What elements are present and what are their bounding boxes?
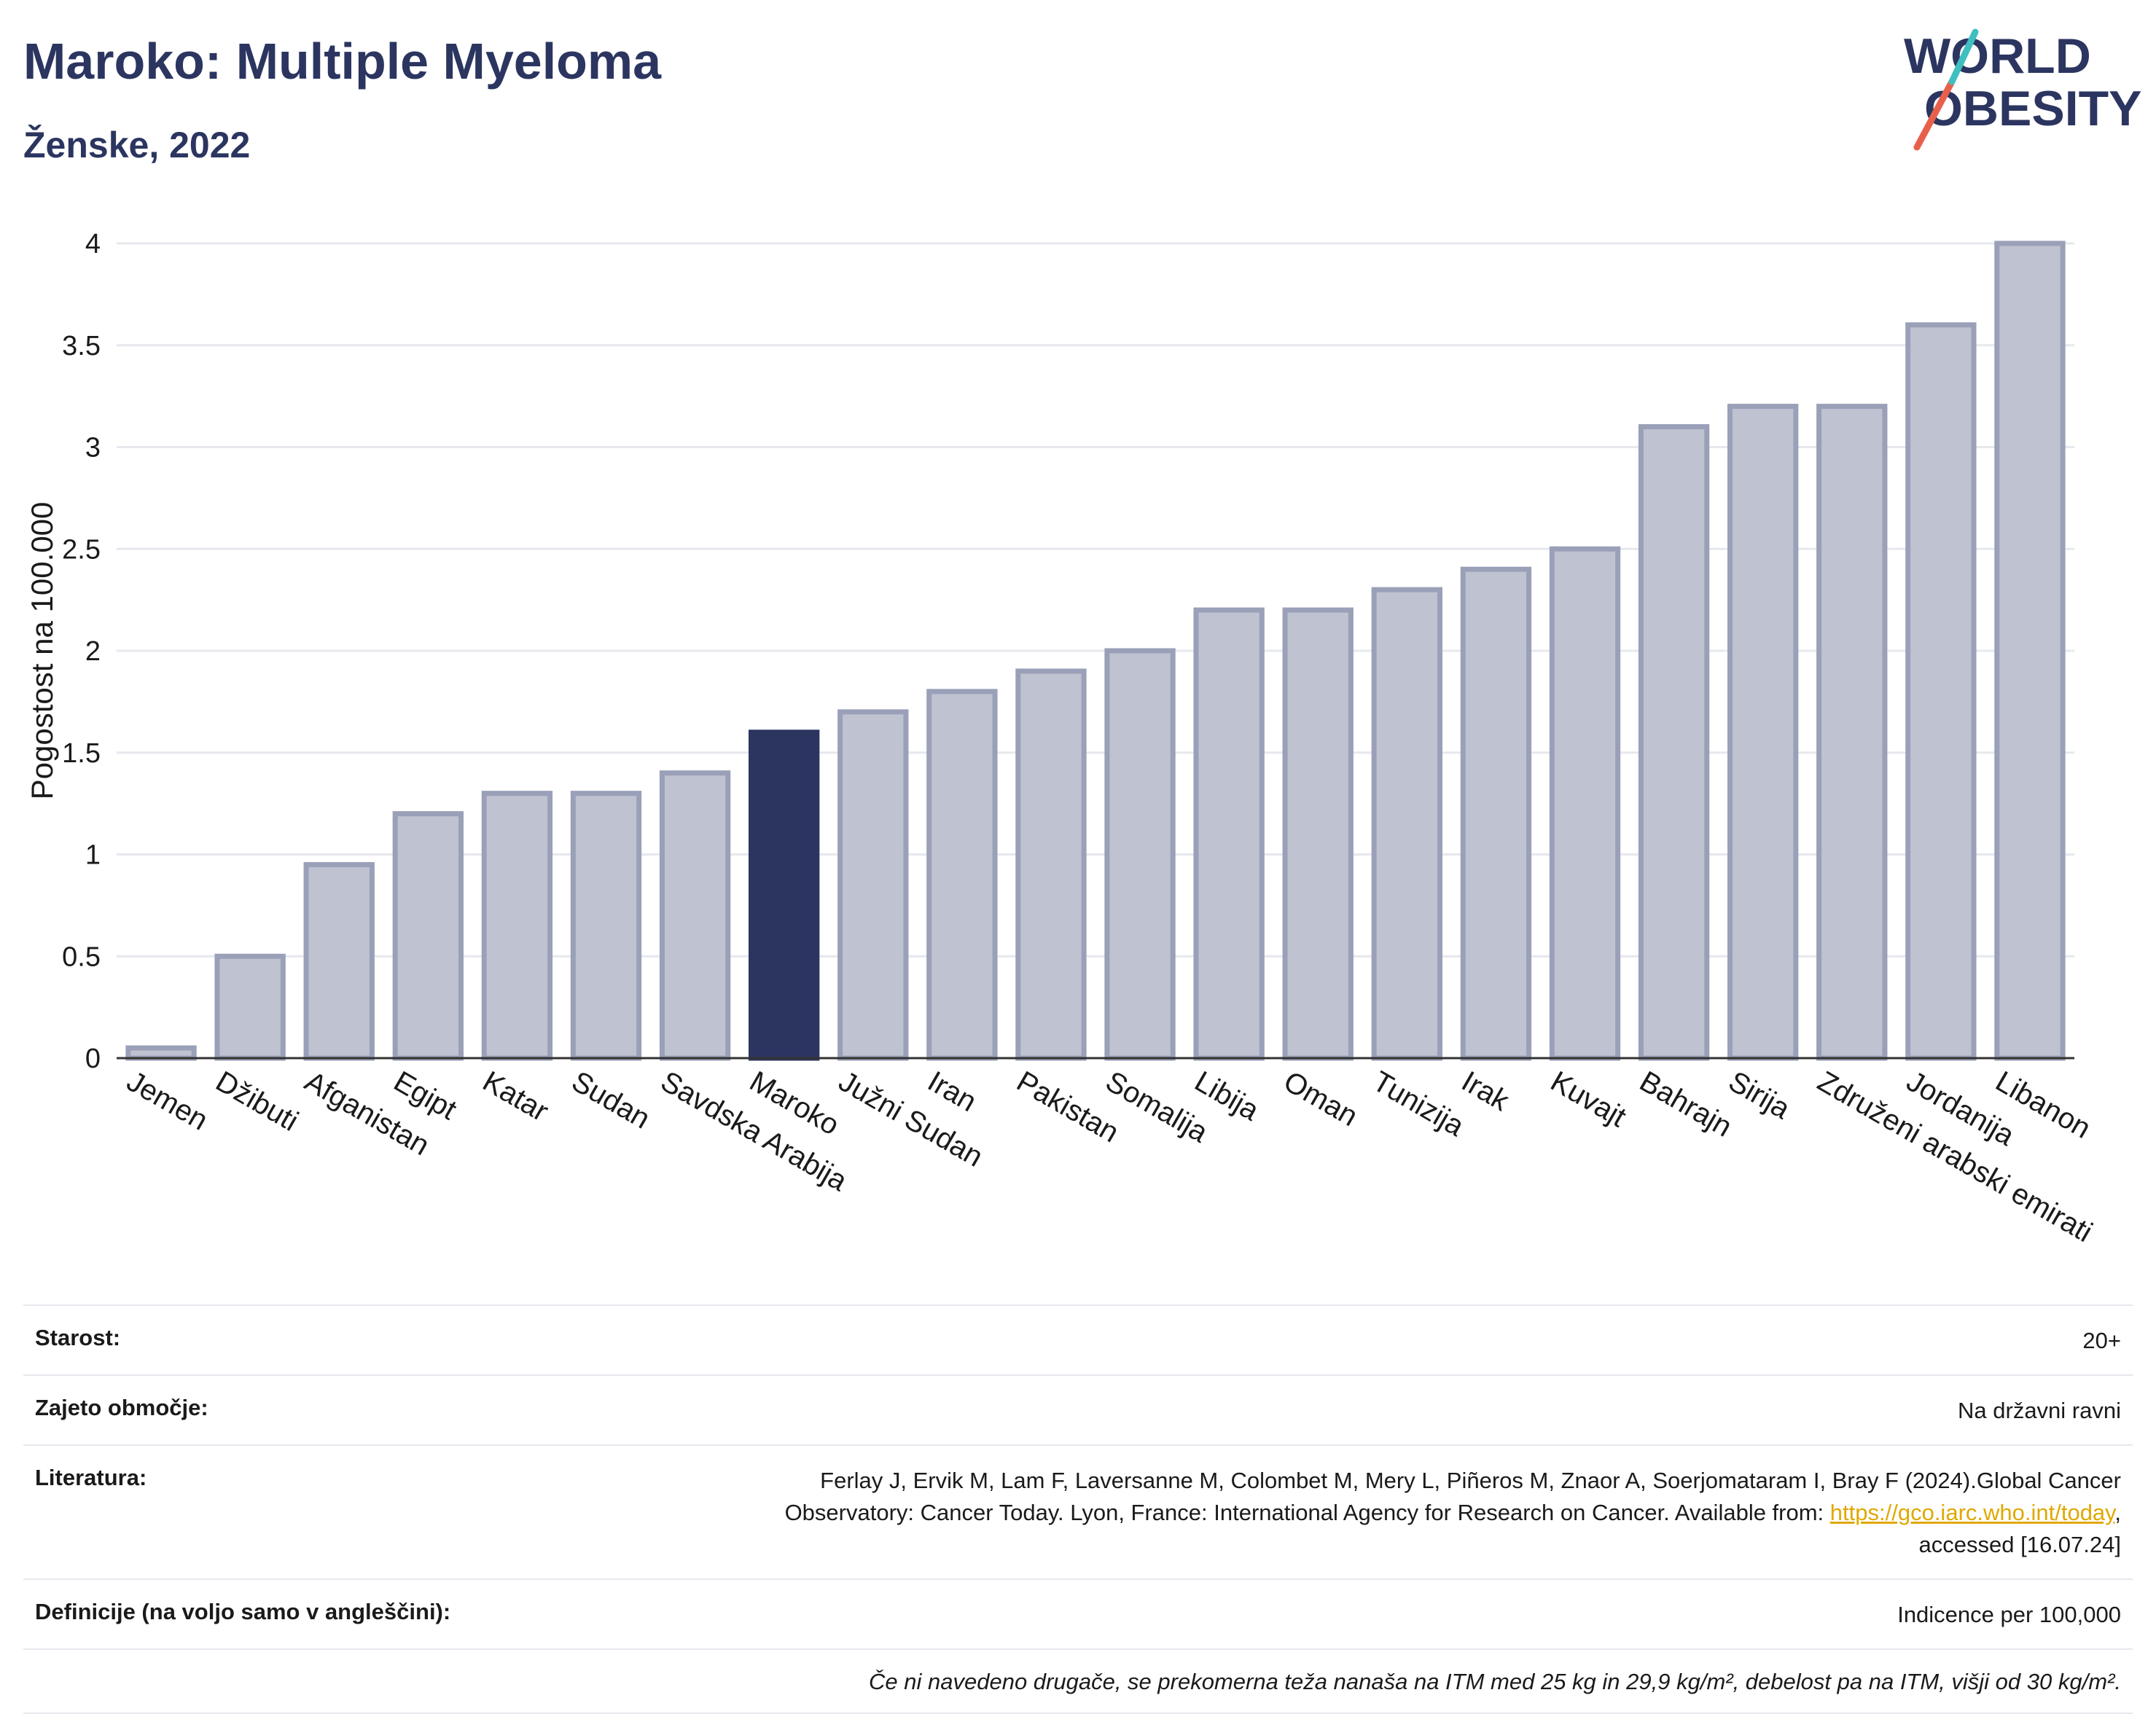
logo-slash-upper [1948, 28, 1979, 85]
literature-value: Ferlay J, Ervik M, Lam F, Laversanne M, … [785, 1465, 2121, 1561]
bar [837, 709, 909, 1061]
logo-slash-lower [1913, 78, 1956, 151]
y-tick-label: 2 [85, 636, 101, 667]
definitions-label: Definicije (na voljo samo v angleščini): [35, 1599, 451, 1624]
x-tick-label: Džibuti [211, 1065, 304, 1138]
x-tick-label: Iran [922, 1065, 982, 1119]
bar [1015, 668, 1087, 1061]
bar [214, 953, 286, 1061]
metadata-table: Starost: 20+ Zajeto območje: Na državni … [23, 1304, 2133, 1714]
bar [392, 811, 464, 1061]
x-tick-label: Sudan [566, 1065, 655, 1135]
meta-row-definitions: Definicije (na voljo samo v angleščini):… [23, 1578, 2133, 1648]
x-tick-label: Pakistan [1011, 1065, 1124, 1149]
y-tick-label: 1.5 [62, 738, 101, 769]
bar [125, 1045, 197, 1061]
y-tick-label: 0.5 [62, 942, 101, 972]
bar [659, 770, 731, 1061]
bar [303, 861, 375, 1061]
literature-label: Literatura: [35, 1465, 147, 1490]
bar [1905, 322, 1977, 1061]
bar [1549, 546, 1621, 1061]
x-tick-label: Somalija [1101, 1065, 1214, 1149]
bar [926, 689, 998, 1061]
page-subtitle: Ženske, 2022 [23, 125, 251, 165]
x-tick-label: Irak [1456, 1065, 1515, 1118]
bar [1282, 607, 1354, 1061]
age-label: Starost: [35, 1325, 121, 1350]
bar [1193, 607, 1265, 1061]
x-tick-label: Oman [1278, 1065, 1363, 1133]
world-obesity-logo: WORLD OBESITY [1904, 28, 2142, 151]
bar [749, 729, 820, 1061]
definitions-note: Če ni navedeno drugače, se prekomerna te… [869, 1669, 2121, 1694]
bar [1727, 404, 1799, 1061]
y-tick-label: 0 [85, 1044, 101, 1074]
y-tick-label: 2.5 [62, 534, 101, 565]
y-tick-label: 3 [85, 433, 101, 463]
x-tick-label: Tunizija [1367, 1065, 1470, 1143]
bar [1104, 648, 1176, 1061]
definitions-value: Indicence per 100,000 [1897, 1602, 2121, 1627]
bar [481, 791, 553, 1061]
x-tick-label: Kuvajt [1545, 1065, 1631, 1134]
literature-line-1: Ferlay J, Ervik M, Lam F, Laversanne M, … [820, 1468, 2121, 1493]
bar [1371, 587, 1442, 1061]
literature-line-3: accessed [16.07.24] [1918, 1532, 2121, 1557]
bar [1460, 566, 1532, 1061]
bar [1638, 424, 1710, 1061]
literature-line-2: Observatory: Cancer Today. Lyon, France:… [784, 1500, 1830, 1525]
bar-chart: 0 0.5 1 1.5 2 2.5 3 3.5 4 Pogostost na 100.000 Jem… [25, 229, 2098, 1248]
meta-row-coverage: Zajeto območje: Na državni ravni [23, 1374, 2133, 1444]
meta-row-note: Če ni navedeno drugače, se prekomerna te… [23, 1648, 2133, 1714]
x-tick-label: Bahrajn [1634, 1065, 1737, 1143]
meta-row-literature: Literatura: Ferlay J, Ervik M, Lam F, La… [23, 1444, 2133, 1578]
age-value: 20+ [2082, 1328, 2121, 1353]
y-tick-label: 4 [85, 229, 101, 259]
literature-link[interactable]: https://gco.iarc.who.int/today [1829, 1500, 2115, 1525]
x-tick-label: Jemen [122, 1065, 214, 1137]
bar [1994, 240, 2066, 1061]
y-axis-title: Pogostost na 100.000 [25, 502, 59, 800]
logo-word-2: OBESITY [1924, 81, 2142, 136]
y-tick-label: 1 [85, 840, 101, 871]
coverage-value: Na državni ravni [1958, 1398, 2121, 1423]
x-tick-label: Katar [477, 1065, 554, 1128]
meta-row-age: Starost: 20+ [23, 1304, 2133, 1374]
y-tick-label: 3.5 [62, 331, 101, 361]
coverage-label: Zajeto območje: [35, 1395, 208, 1420]
bar [570, 791, 642, 1061]
literature-line-2-end: , [2114, 1500, 2121, 1525]
logo-word-1: WORLD [1904, 28, 2091, 84]
page-title: Maroko: Multiple Myeloma [23, 33, 662, 90]
bar [1816, 404, 1888, 1061]
